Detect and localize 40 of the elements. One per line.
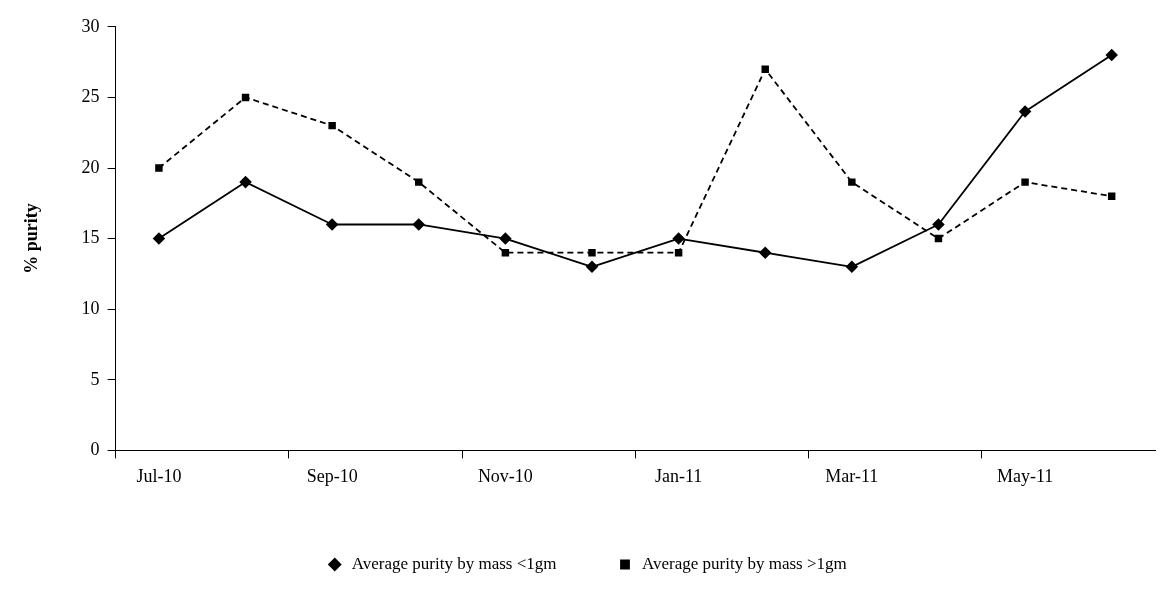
point [239, 176, 252, 189]
x-tick-label: Jul-10 [136, 465, 182, 486]
point [412, 218, 425, 231]
point [1105, 49, 1118, 61]
y-tick-label: 25 [81, 86, 100, 107]
point [588, 248, 596, 257]
y-tick-label: 15 [81, 227, 100, 248]
point [499, 232, 512, 245]
point [1019, 105, 1031, 118]
point [932, 218, 945, 231]
point [848, 178, 856, 186]
point [501, 248, 510, 257]
x-tick-label: Mar-11 [825, 465, 879, 486]
point [1107, 192, 1116, 200]
point [845, 260, 858, 273]
y-tick-label: 0 [90, 439, 100, 460]
y-tick-label: 5 [90, 368, 100, 389]
point [153, 232, 165, 245]
legend-label: Average purity by mass <1gm [351, 553, 557, 573]
y-axis-title: % purity [21, 203, 42, 274]
point [672, 232, 685, 245]
y-tick-label: 20 [81, 156, 100, 177]
point [241, 93, 250, 102]
legend-label: Average purity by mass >1gm [642, 553, 847, 573]
point [586, 260, 598, 273]
x-tick-label: Jan-11 [654, 465, 703, 486]
point [759, 246, 772, 259]
point [1021, 178, 1029, 186]
point [415, 178, 423, 186]
y-tick-label: 30 [81, 15, 100, 36]
point [326, 218, 339, 231]
point [155, 164, 163, 172]
y-tick-label: 10 [81, 297, 100, 318]
point [761, 65, 769, 73]
x-tick-label: Nov-10 [477, 465, 533, 486]
point [674, 248, 683, 257]
x-tick-label: Sep-10 [306, 465, 358, 486]
x-tick-label: May-11 [996, 465, 1054, 486]
point [328, 121, 336, 130]
point [934, 234, 943, 243]
